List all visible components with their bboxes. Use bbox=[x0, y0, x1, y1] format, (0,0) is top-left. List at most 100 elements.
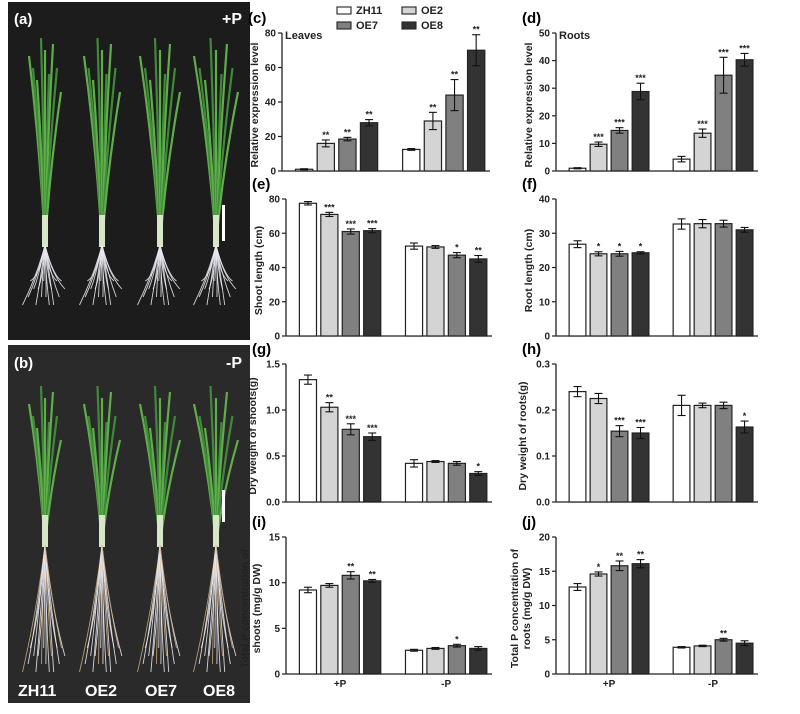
significance-label: * bbox=[597, 562, 601, 572]
significance-label: *** bbox=[697, 119, 708, 129]
scale-bar bbox=[222, 490, 225, 522]
error-bar bbox=[303, 586, 312, 594]
panel-label: (g) bbox=[252, 341, 271, 358]
error-bar bbox=[636, 82, 645, 101]
legend-swatch bbox=[401, 21, 417, 30]
rice-plant bbox=[79, 37, 123, 306]
significance-label: * bbox=[455, 243, 459, 253]
y-tick-label: 15 bbox=[269, 533, 281, 544]
legend-label: ZH11 bbox=[356, 5, 382, 17]
error-bar bbox=[719, 637, 728, 642]
y-tick-label: 30 bbox=[539, 84, 551, 95]
legend-item-oe8: OE8 bbox=[401, 20, 443, 32]
legend: ZH11 OE2 OE7 OE8 bbox=[336, 5, 443, 32]
chart-c: (c) 0 20 40 60 80 Relative expression level Lea… bbox=[248, 10, 490, 178]
bar-oe7-plus-p bbox=[610, 253, 629, 337]
genotype-label: ZH11 bbox=[18, 683, 56, 700]
bar-zh11-minus-p bbox=[404, 649, 424, 675]
bar-zh11-minus-p bbox=[404, 462, 424, 503]
y-tick-label: 10 bbox=[269, 578, 281, 589]
y-tick-label: 0.2 bbox=[536, 406, 550, 417]
bar-oe8-minus-p bbox=[469, 647, 488, 675]
error-bar bbox=[474, 254, 483, 263]
bar-oe2-plus-p bbox=[589, 143, 608, 172]
bar-oe8-plus-p bbox=[631, 563, 650, 675]
error-bar bbox=[740, 226, 749, 233]
bar-oe8-plus-p bbox=[363, 230, 382, 337]
bar-oe2-plus-p bbox=[589, 397, 608, 503]
bar-oe2-plus-p bbox=[320, 584, 339, 675]
error-bar bbox=[303, 201, 312, 206]
bar-oe2-plus-p bbox=[316, 142, 336, 172]
significance-label: * bbox=[639, 242, 643, 252]
bar-oe2-plus-p bbox=[320, 213, 339, 337]
significance-label: *** bbox=[346, 414, 357, 424]
bar-oe7-minus-p bbox=[714, 223, 733, 337]
error-bar bbox=[573, 385, 582, 398]
y-tick-label: 60 bbox=[269, 229, 281, 240]
error-bar bbox=[677, 646, 686, 649]
significance-label: ** bbox=[322, 130, 330, 140]
error-bar bbox=[573, 583, 582, 591]
panel-label: (c) bbox=[248, 10, 266, 27]
bar-zh11-minus-p bbox=[672, 404, 691, 503]
genotype-label: OE7 bbox=[145, 683, 177, 700]
bar-oe2-minus-p bbox=[693, 645, 712, 675]
error-bar bbox=[636, 426, 645, 440]
rice-plant bbox=[192, 37, 240, 306]
plant-photos bbox=[8, 2, 250, 703]
error-bar bbox=[472, 34, 481, 67]
chart-f: (f) 0 10 20 30 40 Root length (cm) * * * bbox=[522, 176, 758, 343]
significance-label: *** bbox=[635, 73, 646, 83]
bar-oe7-plus-p bbox=[610, 129, 629, 172]
panel-label-b: (b) bbox=[14, 355, 33, 372]
error-bar bbox=[303, 374, 312, 385]
rice-plant bbox=[79, 385, 123, 673]
panel-label: (d) bbox=[522, 10, 541, 27]
bar-oe8-minus-p bbox=[735, 426, 754, 503]
error-bar bbox=[594, 251, 603, 257]
y-tick-label: 0.0 bbox=[536, 498, 550, 509]
error-bar bbox=[346, 423, 355, 436]
significance-label: * bbox=[743, 411, 747, 421]
y-tick-label: 20 bbox=[265, 132, 277, 143]
chart-i: (i) 0 5 10 15 Total P concentration of shoots … bbox=[239, 514, 492, 690]
significance-label: * bbox=[455, 634, 459, 644]
legend-label: OE2 bbox=[421, 5, 443, 17]
error-bar bbox=[452, 252, 461, 259]
bar-oe8-plus-p bbox=[631, 90, 650, 172]
y-tick-label: 5 bbox=[544, 635, 550, 646]
y-tick-label: 0.5 bbox=[266, 452, 280, 463]
y-axis-title: Relative expression level bbox=[523, 42, 535, 167]
error-bar bbox=[719, 219, 728, 228]
significance-label: ** bbox=[475, 246, 483, 256]
panel-label-a: (a) bbox=[14, 11, 32, 28]
bar-zh11-plus-p bbox=[298, 379, 318, 503]
error-bar bbox=[431, 245, 440, 249]
error-bar bbox=[677, 218, 686, 230]
x-tick-label: +P bbox=[603, 679, 616, 690]
bar-oe2-plus-p bbox=[320, 406, 339, 503]
y-tick-label: 0 bbox=[270, 167, 276, 178]
y-tick-label: 5 bbox=[274, 624, 280, 635]
x-tick-label: -P bbox=[441, 679, 451, 690]
significance-label: *** bbox=[593, 132, 604, 142]
error-bar bbox=[636, 559, 645, 569]
y-tick-label: 80 bbox=[265, 29, 277, 40]
error-bar bbox=[698, 402, 707, 409]
panel-label: (i) bbox=[252, 514, 266, 531]
y-tick-label: 40 bbox=[265, 98, 277, 109]
bar-oe7-plus-p bbox=[341, 574, 360, 675]
significance-label: ** bbox=[366, 110, 374, 120]
error-bar bbox=[431, 460, 440, 463]
rice-plant bbox=[22, 385, 66, 673]
error-bar bbox=[325, 402, 334, 413]
scale-bar bbox=[222, 205, 225, 241]
error-bar bbox=[407, 148, 416, 151]
panel-label: (e) bbox=[252, 176, 270, 193]
y-tick-label: 1.0 bbox=[266, 406, 280, 417]
error-bar bbox=[615, 250, 624, 257]
bar-zh11-plus-p bbox=[568, 243, 587, 337]
significance-label: * bbox=[597, 242, 601, 252]
error-bar bbox=[698, 219, 707, 229]
